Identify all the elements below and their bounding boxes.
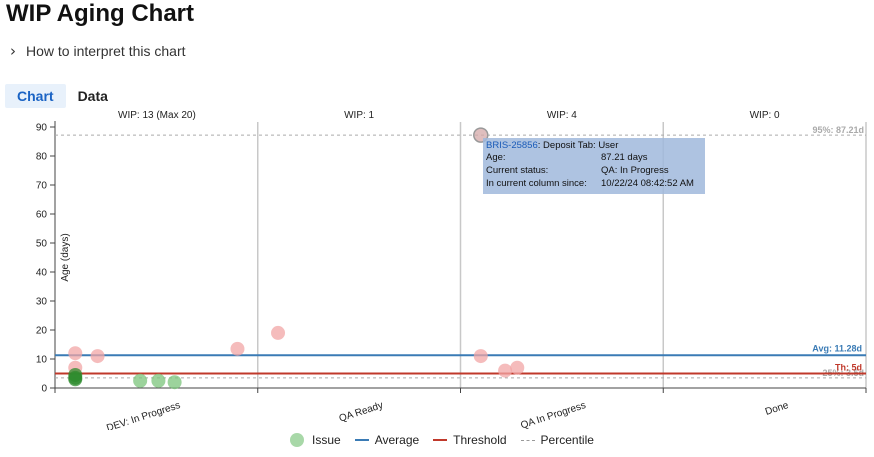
tooltip-summary: : Deposit Tab: User [537, 140, 619, 151]
x-tick-label: QA In Progress [519, 400, 587, 430]
wip-aging-chart: WIP: 13 (Max 20) DEV: In Progress WIP: 1 QA… [36, 110, 867, 430]
wip-label: WIP: 13 (Max 20) [118, 110, 196, 121]
y-tick-label: 20 [36, 326, 48, 337]
tooltip-value: 87.21 days [601, 152, 648, 163]
tooltip-issue-key[interactable]: BRIS-25856 [486, 140, 538, 151]
legend-percentile[interactable]: Percentile [520, 433, 594, 447]
page-title: WIP Aging Chart [6, 0, 194, 27]
legend-threshold[interactable]: Threshold [433, 433, 507, 447]
y-tick-label: 40 [36, 268, 48, 279]
issue-point[interactable] [271, 325, 286, 340]
legend-average-label: Average [374, 433, 420, 447]
chevron-right-icon: › [10, 42, 16, 60]
issue-point[interactable] [167, 375, 182, 390]
average-label: Avg: 11.28d [812, 343, 862, 353]
x-tick-label: QA Ready [338, 400, 385, 425]
issue-point[interactable] [133, 373, 148, 388]
wip-label: WIP: 0 [750, 110, 780, 121]
y-tick-label: 80 [36, 152, 48, 163]
issue-point[interactable] [230, 341, 245, 356]
legend-threshold-label: Threshold [453, 433, 507, 447]
x-tick-label: Done [764, 400, 791, 418]
legend-threshold-swatch [433, 439, 448, 441]
interpret-label: How to interpret this chart [26, 43, 186, 59]
y-tick-label: 60 [36, 210, 48, 221]
issue-point[interactable] [473, 349, 488, 364]
legend-issue[interactable]: Issue [290, 433, 341, 447]
y-tick-label: 70 [36, 181, 48, 192]
legend-average[interactable]: Average [354, 433, 420, 447]
y-tick-label: 50 [36, 239, 48, 250]
issue-point[interactable] [151, 373, 166, 388]
wip-label: WIP: 1 [344, 110, 374, 121]
issue-point[interactable] [68, 372, 83, 387]
legend-issue-swatch [290, 433, 304, 447]
x-tick-label: DEV: In Progress [105, 400, 182, 430]
legend-issue-label: Issue [312, 433, 341, 447]
tab-chart[interactable]: Chart [5, 84, 66, 108]
y-tick-label: 10 [36, 355, 48, 366]
tooltip-value: QA: In Progress [601, 165, 669, 176]
tab-bar: Chart Data [5, 84, 120, 108]
issue-point[interactable] [498, 363, 513, 378]
issue-point[interactable] [510, 360, 525, 375]
tooltip-label: In current column since: [486, 178, 587, 189]
issue-point[interactable] [90, 349, 105, 364]
interpret-toggle[interactable]: › How to interpret this chart [10, 42, 186, 60]
legend-average-swatch [354, 439, 369, 441]
y-tick-label: 30 [36, 297, 48, 308]
chart-legend: Issue Average Threshold Percentile [290, 433, 608, 447]
y-tick-label: 0 [41, 384, 47, 395]
y-tick-label: 90 [36, 123, 48, 134]
tooltip-value: 10/22/24 08:42:52 AM [601, 178, 694, 189]
legend-percentile-swatch [520, 439, 535, 441]
issue-tooltip: BRIS-25856: Deposit Tab: User Age: 87.21 … [483, 138, 705, 194]
issue-point[interactable] [68, 346, 83, 361]
threshold-label: Th: 5d [835, 363, 862, 373]
tooltip-label: Age: [486, 152, 506, 163]
tooltip-label: Current status: [486, 165, 549, 176]
wip-label: WIP: 4 [547, 110, 577, 121]
percentile-label: 95%: 87.21d [812, 125, 864, 135]
legend-percentile-label: Percentile [540, 433, 594, 447]
y-axis-label: Age (days) [60, 233, 71, 281]
tab-data[interactable]: Data [77, 88, 108, 104]
